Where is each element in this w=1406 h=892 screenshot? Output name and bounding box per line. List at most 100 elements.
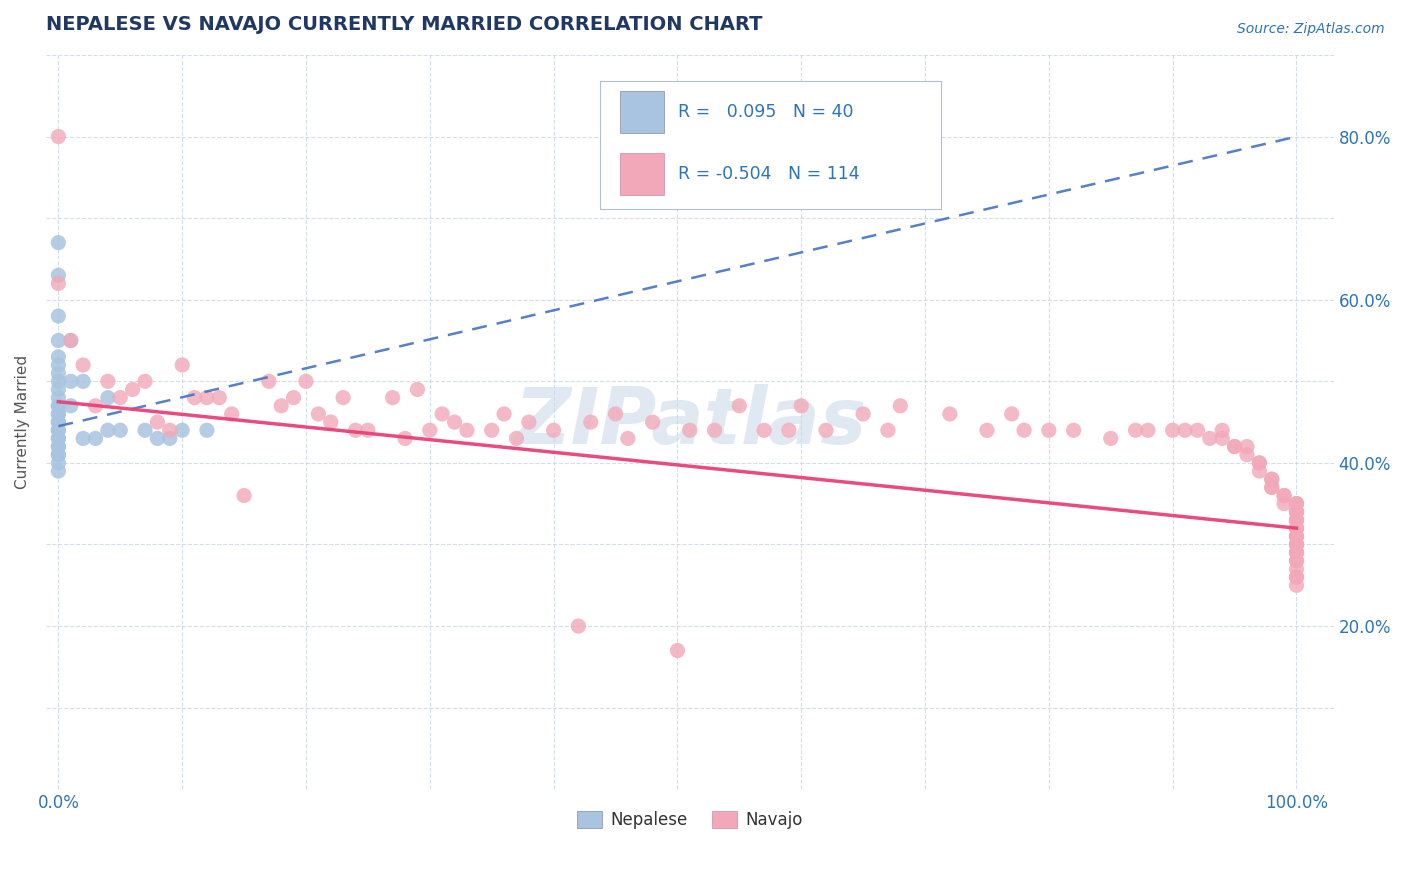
Point: [146, 415, 169, 429]
Point: [307, 407, 329, 421]
Y-axis label: Currently Married: Currently Married: [15, 355, 30, 489]
Point: [1187, 423, 1209, 437]
Point: [505, 432, 527, 446]
Point: [344, 423, 367, 437]
Point: [1285, 529, 1308, 543]
Legend: Nepalese, Navajo: Nepalese, Navajo: [569, 805, 810, 836]
Point: [48, 415, 70, 429]
Point: [134, 374, 156, 388]
Point: [1285, 505, 1308, 519]
Point: [790, 399, 813, 413]
Point: [1249, 464, 1271, 478]
Point: [59, 399, 82, 413]
Point: [976, 423, 998, 437]
Point: [728, 399, 751, 413]
Point: [48, 277, 70, 291]
Point: [1063, 423, 1085, 437]
Point: [1285, 513, 1308, 527]
Point: [1285, 537, 1308, 551]
Point: [48, 423, 70, 437]
Point: [48, 391, 70, 405]
Point: [703, 423, 725, 437]
Point: [48, 268, 70, 283]
Point: [183, 391, 205, 405]
Point: [72, 358, 94, 372]
Point: [48, 407, 70, 421]
Point: [1285, 537, 1308, 551]
Point: [1285, 497, 1308, 511]
Point: [72, 432, 94, 446]
Point: [579, 415, 602, 429]
Point: [110, 391, 132, 405]
Point: [1261, 472, 1284, 486]
Point: [778, 423, 800, 437]
Point: [1211, 423, 1233, 437]
Point: [1099, 432, 1122, 446]
Point: [84, 399, 107, 413]
Point: [1211, 432, 1233, 446]
Point: [159, 423, 181, 437]
Point: [319, 415, 342, 429]
Point: [1261, 480, 1284, 494]
Point: [48, 399, 70, 413]
Point: [1272, 489, 1295, 503]
Point: [1285, 513, 1308, 527]
Point: [48, 235, 70, 250]
Point: [48, 432, 70, 446]
Point: [48, 464, 70, 478]
Point: [59, 334, 82, 348]
Point: [394, 432, 416, 446]
Point: [110, 423, 132, 437]
Point: [48, 399, 70, 413]
Text: ZIPatlas: ZIPatlas: [513, 384, 866, 460]
Point: [666, 643, 689, 657]
Point: [134, 423, 156, 437]
Text: R =   0.095   N = 40: R = 0.095 N = 40: [678, 103, 853, 121]
Point: [48, 358, 70, 372]
Point: [406, 383, 429, 397]
Point: [1038, 423, 1060, 437]
Point: [1012, 423, 1035, 437]
FancyBboxPatch shape: [620, 91, 664, 133]
Point: [233, 489, 256, 503]
Point: [72, 374, 94, 388]
Point: [1136, 423, 1159, 437]
Text: Source: ZipAtlas.com: Source: ZipAtlas.com: [1237, 22, 1385, 37]
Point: [814, 423, 837, 437]
Point: [48, 366, 70, 380]
Point: [1285, 570, 1308, 584]
Point: [1285, 546, 1308, 560]
Point: [1285, 529, 1308, 543]
Point: [48, 415, 70, 429]
Point: [1285, 554, 1308, 568]
Text: R = -0.504   N = 114: R = -0.504 N = 114: [678, 165, 860, 184]
Point: [48, 309, 70, 323]
Point: [48, 432, 70, 446]
Point: [1285, 537, 1308, 551]
Point: [195, 423, 218, 437]
Point: [617, 432, 640, 446]
Point: [84, 432, 107, 446]
Point: [605, 407, 627, 421]
Point: [221, 407, 243, 421]
Point: [1285, 554, 1308, 568]
Point: [1261, 472, 1284, 486]
Point: [481, 423, 503, 437]
Point: [1223, 440, 1246, 454]
Point: [48, 448, 70, 462]
Point: [1001, 407, 1024, 421]
Point: [1285, 521, 1308, 535]
Point: [877, 423, 900, 437]
Point: [889, 399, 911, 413]
Point: [48, 374, 70, 388]
Point: [914, 186, 936, 201]
Point: [48, 350, 70, 364]
Point: [1285, 537, 1308, 551]
Point: [270, 399, 292, 413]
Point: [1272, 489, 1295, 503]
Point: [1285, 529, 1308, 543]
Point: [59, 374, 82, 388]
Point: [195, 391, 218, 405]
Point: [1249, 456, 1271, 470]
Text: NEPALESE VS NAVAJO CURRENTLY MARRIED CORRELATION CHART: NEPALESE VS NAVAJO CURRENTLY MARRIED COR…: [46, 15, 762, 34]
